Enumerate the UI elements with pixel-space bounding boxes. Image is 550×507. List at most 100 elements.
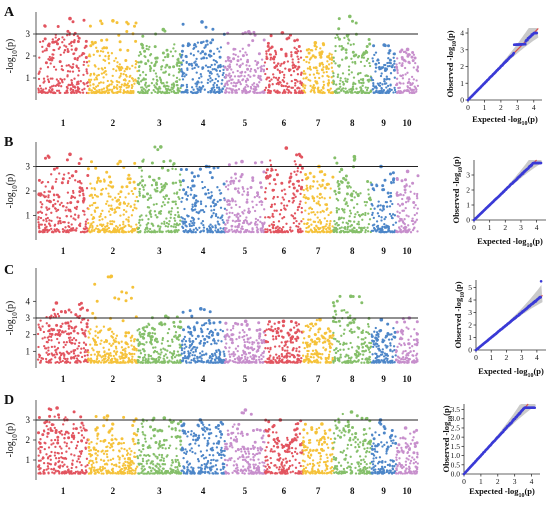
- chromosome-label: 5: [243, 118, 248, 128]
- snp-point: [187, 331, 190, 334]
- snp-point: [296, 206, 300, 209]
- snp-point: [162, 357, 165, 360]
- snp-point: [319, 211, 322, 214]
- snp-point: [370, 183, 374, 187]
- snp-point: [93, 87, 97, 91]
- snp-point: [98, 331, 101, 334]
- snp-point: [332, 60, 336, 63]
- snp-point: [46, 216, 49, 220]
- snp-point: [306, 197, 310, 201]
- snp-point: [138, 341, 141, 344]
- snp-point: [246, 356, 249, 359]
- snp-point: [125, 91, 128, 94]
- snp-point: [335, 227, 338, 230]
- snp-point: [364, 211, 367, 215]
- snp-point: [246, 67, 250, 71]
- snp-point: [319, 55, 323, 59]
- snp-point: [207, 319, 211, 322]
- snp-point: [176, 211, 180, 214]
- snp-point: [407, 197, 411, 201]
- snp-point: [114, 358, 117, 361]
- snp-point: [144, 228, 147, 231]
- snp-point: [400, 225, 403, 228]
- snp-point: [328, 231, 332, 234]
- snp-point: [407, 224, 410, 227]
- snp-point: [82, 347, 86, 350]
- snp-point: [290, 353, 293, 356]
- snp-point: [290, 55, 293, 58]
- snp-point: [357, 79, 361, 83]
- snp-point: [357, 220, 360, 224]
- snp-point: [239, 82, 242, 86]
- snp-point: [412, 78, 415, 81]
- snp-point: [276, 90, 279, 93]
- snp-point: [44, 195, 48, 198]
- snp-point: [218, 91, 222, 94]
- snp-point: [141, 342, 144, 346]
- snp-peak-point: [118, 159, 122, 164]
- snp-point: [91, 224, 94, 228]
- snp-point: [245, 334, 248, 337]
- snp-point: [251, 360, 255, 364]
- snp-point: [220, 340, 223, 343]
- snp-point: [365, 91, 368, 94]
- snp-point: [143, 356, 146, 359]
- snp-point: [73, 357, 76, 360]
- snp-point: [411, 181, 415, 185]
- snp-point: [137, 54, 141, 57]
- snp-point: [87, 359, 91, 362]
- snp-point: [49, 77, 52, 80]
- snp-point: [142, 328, 145, 331]
- snp-point: [43, 344, 46, 348]
- snp-point: [210, 216, 213, 219]
- snp-point: [156, 148, 160, 152]
- snp-point: [73, 229, 77, 232]
- snp-point: [224, 230, 227, 233]
- snp-point: [188, 339, 191, 342]
- snp-point: [236, 349, 239, 353]
- snp-point: [300, 89, 303, 92]
- snp-point: [145, 223, 148, 226]
- snp-point: [226, 188, 230, 191]
- snp-point: [76, 58, 79, 62]
- snp-point: [292, 70, 296, 73]
- snp-point: [51, 38, 54, 41]
- snp-point: [58, 172, 61, 175]
- snp-point: [71, 338, 74, 342]
- snp-point: [204, 64, 208, 67]
- snp-point: [174, 213, 177, 217]
- snp-point: [368, 64, 372, 68]
- snp-point: [62, 230, 65, 233]
- snp-point: [190, 224, 193, 228]
- snp-point: [405, 52, 408, 55]
- snp-point: [202, 308, 206, 312]
- snp-point: [92, 216, 95, 219]
- snp-point: [316, 231, 319, 234]
- snp-point: [354, 213, 357, 216]
- snp-point: [281, 348, 284, 351]
- snp-point: [327, 213, 330, 217]
- snp-point: [265, 174, 269, 178]
- snp-point: [362, 90, 365, 94]
- snp-point: [124, 59, 128, 62]
- snp-point: [283, 349, 287, 352]
- snp-point: [62, 51, 66, 54]
- snp-point: [243, 334, 246, 338]
- snp-point: [339, 79, 342, 82]
- snp-point: [233, 75, 237, 78]
- snp-point: [90, 89, 94, 92]
- snp-point: [37, 77, 41, 81]
- snp-point: [106, 79, 109, 83]
- snp-point: [208, 171, 212, 174]
- snp-point: [92, 201, 95, 205]
- snp-point: [280, 353, 283, 356]
- snp-point: [386, 84, 390, 88]
- snp-point: [210, 191, 213, 194]
- snp-point: [383, 223, 386, 226]
- snp-point: [338, 37, 341, 41]
- snp-point: [228, 65, 232, 68]
- snp-point: [111, 74, 114, 78]
- snp-point: [392, 52, 396, 56]
- snp-point: [120, 230, 124, 234]
